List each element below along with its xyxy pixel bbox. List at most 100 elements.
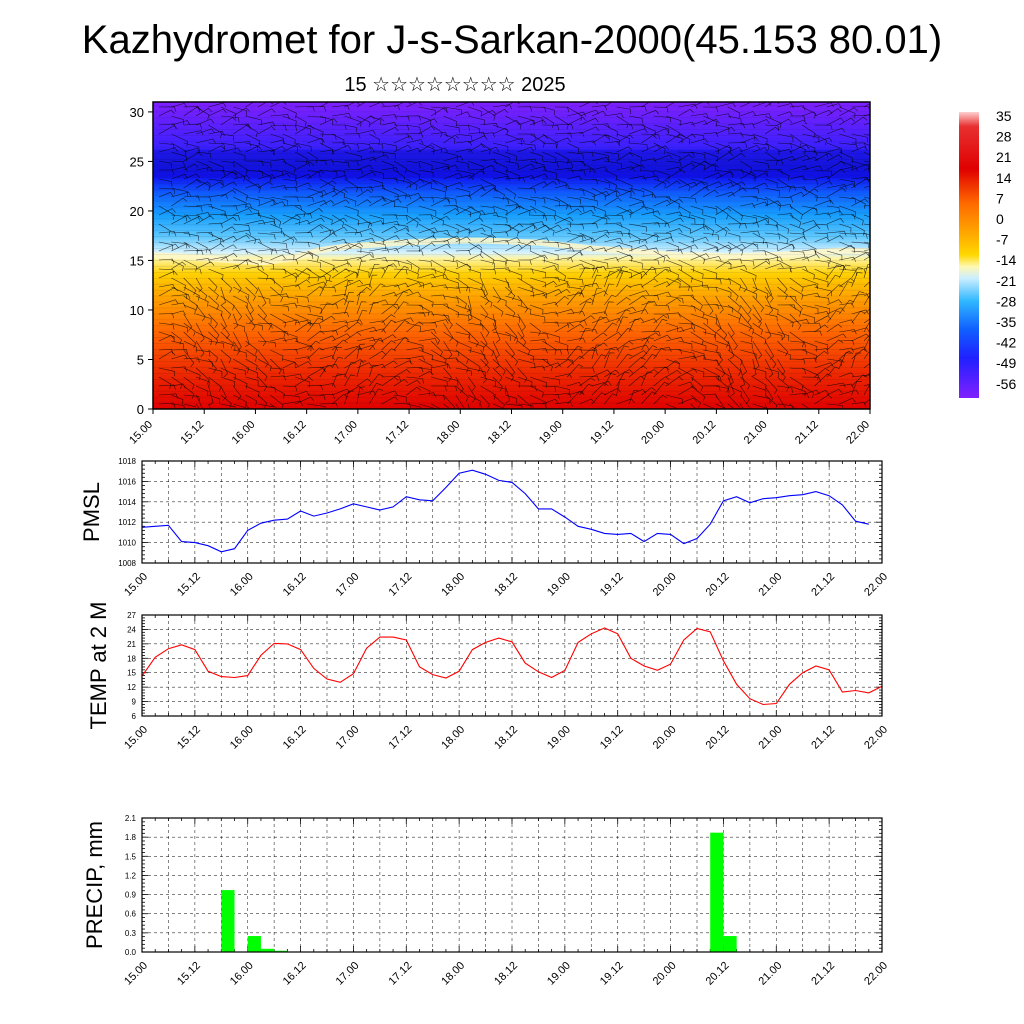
x-tick-label: 17.00 [334,724,362,752]
wind-barb [171,394,184,405]
wind-barb [653,179,670,189]
wind-barb [443,357,459,363]
wind-barb [468,349,486,361]
wind-barb [356,115,371,128]
wind-barb [381,177,398,183]
wind-barb [740,304,752,323]
wind-barb [616,309,631,324]
wind-barb [863,103,870,108]
wind-barb [777,286,788,300]
colorbar-label: -7 [996,232,1009,248]
wind-barb [295,390,310,396]
wind-barb [220,235,238,243]
wind-barb [715,322,728,340]
wind-barb [690,250,706,264]
wind-barb [282,142,298,152]
wind-barb [665,358,680,369]
wind-barb [158,402,176,408]
wind-barb [480,268,497,275]
wind-barb [567,111,587,117]
wind-barb [208,205,226,217]
wind-barb [369,388,384,405]
wind-barb [257,241,273,255]
wind-barb [369,302,379,315]
wind-barb [641,233,660,243]
wind-barb [220,117,237,126]
y-axis-label: PMSL [79,482,104,542]
wind-barb [703,322,717,338]
wind-barb [826,284,844,297]
wind-barb [332,311,350,318]
wind-barb [678,277,691,291]
wind-barb [517,277,534,293]
wind-barb [567,131,585,138]
wind-barb [740,376,751,390]
wind-barb [567,208,582,216]
wind-barb [591,382,609,396]
x-tick-label: 16.00 [228,724,256,752]
wind-barb [641,134,657,144]
wind-barb [703,358,719,366]
x-tick-label: 19.00 [545,571,573,599]
wind-barb [381,187,399,200]
wind-barb [307,384,323,390]
wind-barb [467,385,477,403]
wind-barb [579,117,599,126]
wind-barb [208,322,220,340]
wind-barb [455,367,472,376]
wind-barb [653,106,669,113]
wind-barb [752,376,767,391]
wind-barb [641,337,654,351]
wind-barb [356,343,365,360]
wind-barb [369,363,386,369]
wind-barb [381,142,397,151]
wind-barb [307,124,324,138]
wind-barb [641,345,658,360]
wind-barb [579,375,600,381]
wind-barb [752,367,767,377]
x-tick-label: 20.12 [691,419,719,447]
wind-barb [839,329,857,335]
wind-barb [369,169,384,179]
wind-barb [567,116,587,126]
wind-barb [554,184,571,190]
wind-barb [492,250,508,265]
wind-barb [505,358,516,377]
wind-barb [393,337,409,351]
wind-barb [542,180,558,189]
wind-barb [752,260,770,270]
wind-barb [344,300,354,315]
wind-barb [863,142,870,147]
wind-barb [270,349,284,361]
wind-barb [715,277,731,285]
wind-barb [307,217,325,225]
wind-barb [777,385,793,394]
wind-barb [764,295,774,315]
wind-barb [715,376,730,393]
wind-barb [863,334,870,342]
wind-barb [777,340,789,357]
wind-barb [406,386,421,396]
wind-barb [257,174,276,180]
wind-barb [195,277,203,293]
wind-barb [678,214,696,224]
wind-barb [220,304,232,319]
wind-barb [406,139,424,145]
wind-barb [406,178,418,190]
wind-barb [406,147,421,153]
wind-barb [591,274,602,288]
y-tick-label: 2.1 [125,814,137,823]
wind-barb [257,220,277,226]
wind-barb [480,358,490,373]
wind-barb [616,378,626,396]
wind-barb [839,278,855,288]
wind-barb [863,308,870,315]
wind-barb [814,250,831,264]
wind-barb [233,394,247,407]
wind-barb [727,147,743,153]
wind-barb [863,292,870,297]
wind-barb [715,145,733,153]
wind-barb [579,168,596,174]
wind-barb [431,294,446,300]
wind-barb [703,189,719,198]
